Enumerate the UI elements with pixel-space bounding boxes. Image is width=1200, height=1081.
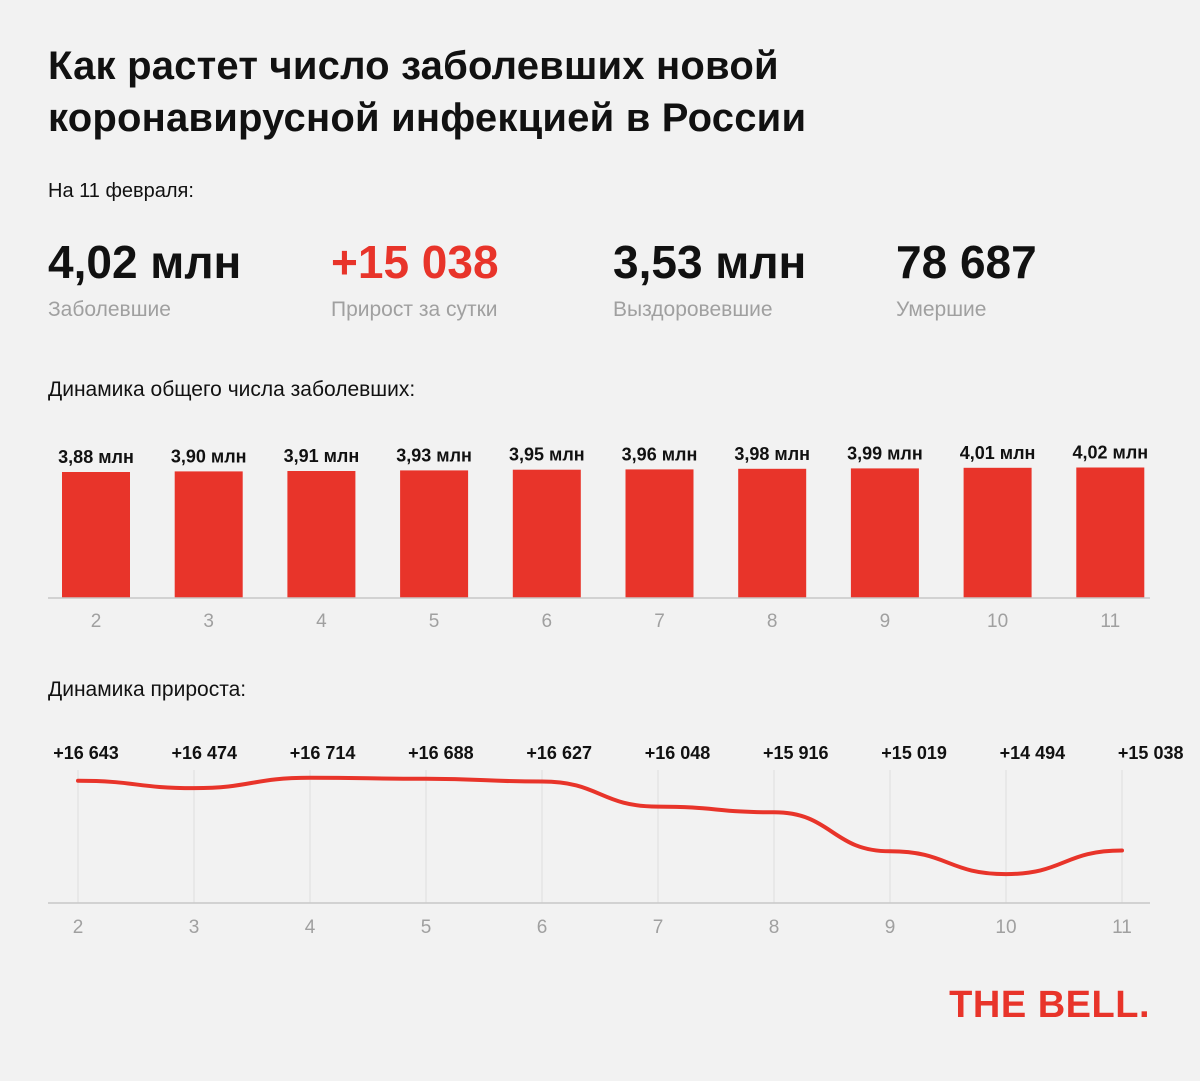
line-x-tick-label: 3 (189, 917, 200, 938)
bar-chart-title: Динамика общего числа заболевших: (48, 378, 416, 401)
line-value-label: +15 019 (881, 743, 947, 763)
bar-x-tick-label: 10 (987, 611, 1008, 632)
stat-daily-increase-label: Прирост за сутки (331, 298, 498, 321)
line-x-tick-label: 6 (537, 917, 548, 938)
stat-cases-label: Заболевшие (48, 298, 171, 321)
stat-recovered: 3,53 млн Выздоровевшие (613, 234, 806, 322)
line-value-label: +16 474 (172, 743, 238, 763)
line-x-tick-label: 7 (653, 917, 664, 938)
bar-value-label: 3,95 млн (509, 445, 585, 465)
line-value-label: +16 048 (645, 743, 711, 763)
bar-x-tick-label: 7 (654, 611, 665, 632)
bar-value-label: 3,90 млн (171, 446, 247, 466)
bar-x-tick-label: 3 (203, 611, 214, 632)
bar-x-tick-label: 8 (767, 611, 778, 632)
bar (400, 470, 469, 598)
increase-line (76, 775, 1124, 877)
title-line-1: Как растет число заболевших новой (48, 44, 779, 88)
bar-value-label: 3,99 млн (847, 443, 923, 463)
bar-value-label: 3,98 млн (734, 444, 810, 464)
bar-x-tick-label: 4 (316, 611, 327, 632)
line-x-tick-label: 4 (305, 917, 316, 938)
page-title: Как растет число заболевших новой корона… (48, 40, 806, 144)
title-line-2: коронавирусной инфекцией в России (48, 96, 807, 140)
bar (850, 468, 919, 598)
line-value-label: +16 627 (526, 743, 592, 763)
line-x-tick-label: 5 (421, 917, 432, 938)
bar-x-tick-label: 2 (91, 611, 102, 632)
bar (62, 472, 130, 598)
line-value-label: +15 916 (763, 743, 829, 763)
bar (738, 468, 807, 598)
bar (287, 471, 356, 598)
as-of-date: На 11 февраля: (48, 180, 194, 202)
bar (963, 467, 1032, 598)
stat-recovered-label: Выздоровевшие (613, 298, 773, 321)
bar (625, 469, 694, 598)
line-value-label: +16 688 (408, 743, 474, 763)
line-chart-title: Динамика прироста: (48, 678, 247, 701)
line-value-label: +15 038 (1118, 743, 1184, 763)
bar-x-tick-label: 5 (429, 611, 440, 632)
line-x-tick-label: 2 (73, 917, 84, 938)
bar (174, 471, 243, 598)
bar-x-tick-label: 6 (542, 611, 553, 632)
bar-value-label: 3,93 млн (396, 445, 472, 465)
bar-value-label: 4,01 млн (960, 443, 1036, 463)
bar-x-tick-label: 9 (880, 611, 891, 632)
line-value-label: +16 643 (53, 743, 119, 763)
bar (1076, 467, 1145, 598)
stat-cases: 4,02 млн Заболевшие (48, 234, 241, 322)
bar-value-label: 3,88 млн (58, 447, 134, 467)
stat-daily-increase: +15 038 Прирост за сутки (331, 234, 499, 322)
stat-deaths-value: 78 687 (896, 236, 1037, 288)
line-x-tick-label: 8 (769, 917, 780, 938)
bar-value-label: 4,02 млн (1072, 443, 1148, 463)
line-x-tick-label: 10 (995, 917, 1016, 938)
stat-recovered-value: 3,53 млн (613, 236, 807, 288)
bar-value-label: 3,96 млн (622, 444, 698, 464)
stat-cases-value: 4,02 млн (48, 236, 242, 288)
bar-x-tick-label: 11 (1100, 611, 1120, 632)
stat-deaths-label: Умершие (896, 298, 987, 321)
line-value-label: +16 714 (290, 743, 356, 763)
stat-daily-increase-value: +15 038 (331, 236, 499, 288)
stat-deaths: 78 687 Умершие (896, 234, 1037, 322)
line-value-label: +14 494 (1000, 743, 1066, 763)
bar-value-label: 3,91 млн (284, 446, 360, 466)
line-x-tick-label: 11 (1112, 917, 1132, 938)
line-x-tick-label: 9 (885, 917, 896, 938)
bar (512, 469, 581, 598)
the-bell-logo: THE BELL. (949, 984, 1150, 1026)
